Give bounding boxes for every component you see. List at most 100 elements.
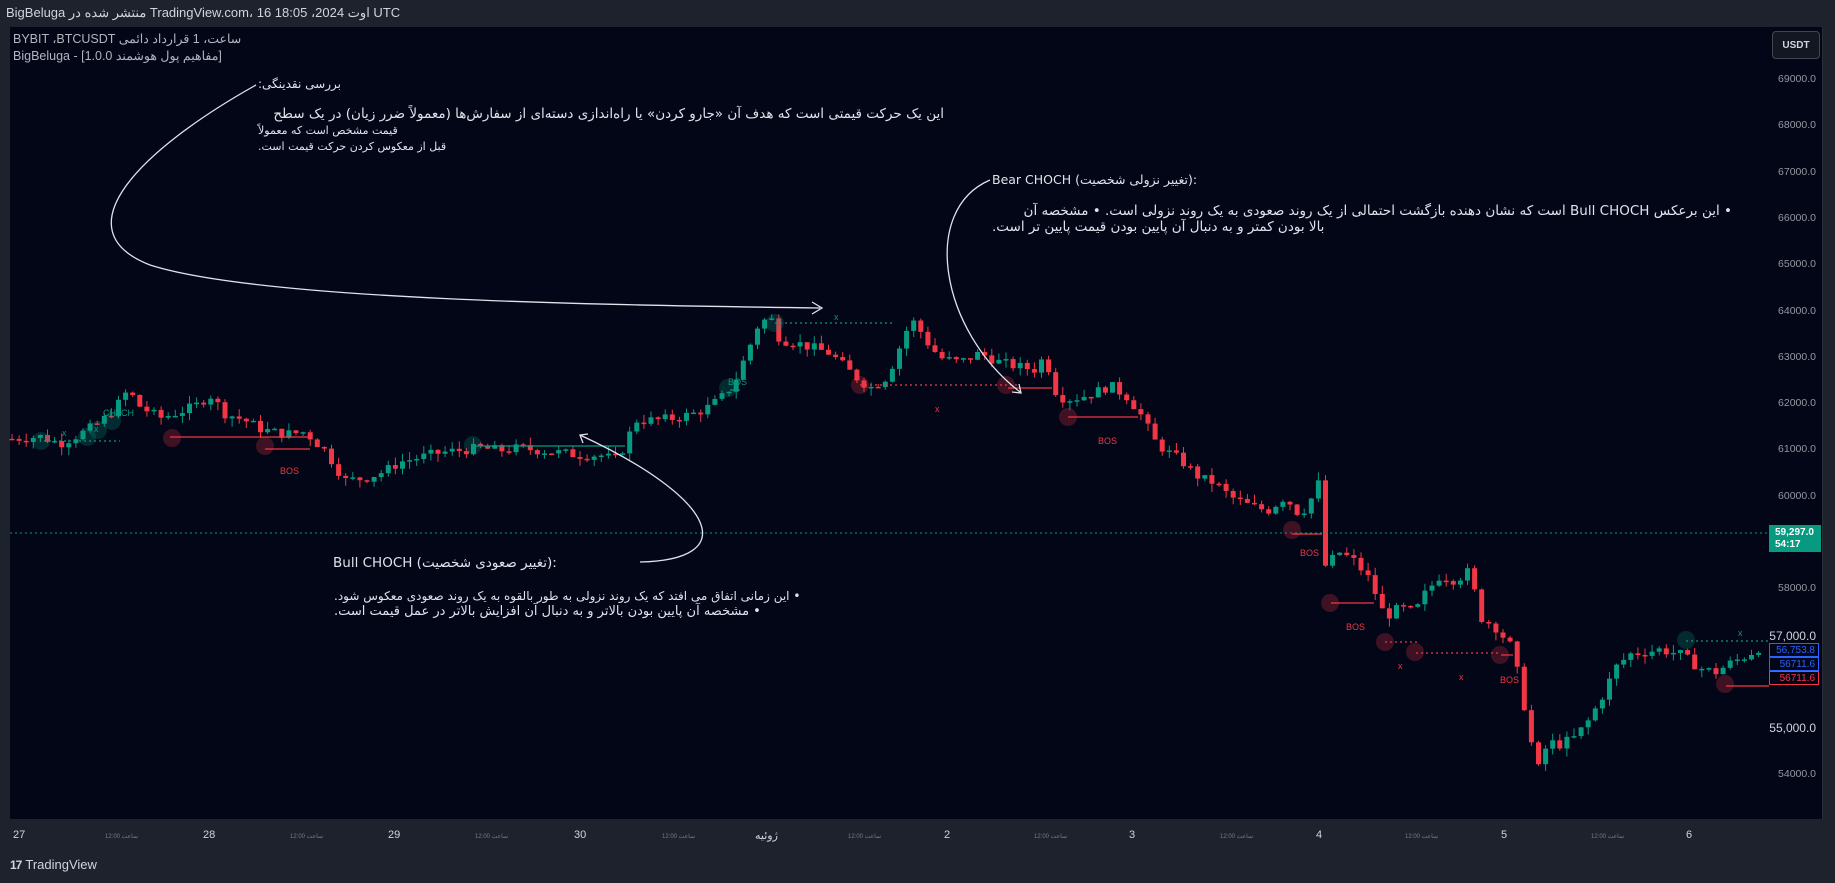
candle-body bbox=[591, 456, 597, 460]
candle-body bbox=[1443, 580, 1449, 583]
candle-body bbox=[826, 349, 831, 355]
candle-body bbox=[101, 415, 107, 424]
candle-body bbox=[946, 357, 952, 359]
candle-body bbox=[932, 345, 938, 353]
candle-body bbox=[1053, 372, 1059, 396]
price-tick: 63000.0 bbox=[1778, 350, 1816, 363]
structure-label: BOS bbox=[1098, 436, 1118, 446]
price-tick: 55,000.0 bbox=[1769, 721, 1816, 736]
last-price-badge: 59,297.0 54:17 bbox=[1769, 525, 1821, 552]
candle-body bbox=[364, 480, 370, 482]
candle-body bbox=[378, 473, 384, 478]
price-tick: 68000.0 bbox=[1778, 119, 1816, 132]
candle-body bbox=[1102, 387, 1108, 393]
swing-point-circle bbox=[1283, 521, 1301, 539]
candle-body bbox=[1081, 396, 1087, 401]
candle-body bbox=[392, 465, 398, 469]
candle-body bbox=[968, 358, 973, 360]
structure-label: BOS bbox=[1300, 548, 1320, 558]
candle-body bbox=[222, 402, 228, 419]
candle-body bbox=[627, 431, 633, 454]
swing-point-circle bbox=[1321, 594, 1339, 612]
candle-body bbox=[1308, 498, 1314, 514]
price-tick: 66000.0 bbox=[1778, 211, 1816, 224]
time-tick: 4 bbox=[1316, 829, 1323, 841]
candle-body bbox=[776, 318, 782, 342]
time-tick: ژوئیه bbox=[755, 830, 778, 842]
swing-point-circle bbox=[163, 429, 181, 447]
candle-body bbox=[1507, 637, 1513, 642]
candle-body bbox=[158, 409, 164, 418]
candle-body bbox=[1117, 382, 1123, 395]
candle-body bbox=[1138, 409, 1144, 415]
swing-point-circle bbox=[1376, 633, 1394, 651]
candle-body bbox=[1656, 648, 1662, 652]
candle-body bbox=[804, 342, 810, 350]
candle-body bbox=[634, 422, 640, 432]
candle-body bbox=[1145, 414, 1151, 424]
candle-body bbox=[527, 445, 533, 451]
candle-body bbox=[336, 464, 342, 476]
candle-body bbox=[151, 409, 157, 412]
candle-body bbox=[478, 443, 484, 447]
candle-body bbox=[563, 449, 569, 451]
candle-body bbox=[300, 432, 306, 434]
last-price-value: 59,297.0 bbox=[1775, 527, 1814, 538]
time-tick: ساعت 12:00 bbox=[1034, 834, 1068, 840]
candle-body bbox=[1365, 570, 1371, 576]
candle-body bbox=[605, 453, 611, 456]
candle-body bbox=[194, 402, 200, 405]
bear-choch-title: Bear CHOCH (تغییر نزولی شخصیت): bbox=[992, 172, 1198, 187]
time-tick: 3 bbox=[1129, 829, 1136, 841]
candle-body bbox=[1379, 593, 1385, 609]
candle-body bbox=[357, 477, 363, 481]
candle-body bbox=[307, 432, 313, 440]
blue-price-tag-1: 56,753.8 bbox=[1769, 643, 1819, 657]
price-tick: 57,000.0 bbox=[1769, 628, 1816, 643]
structure-label: x bbox=[94, 424, 99, 434]
candle-body bbox=[215, 398, 221, 403]
candle-body bbox=[265, 429, 271, 433]
candle-body bbox=[1337, 552, 1343, 555]
candle-body bbox=[783, 341, 789, 346]
candle-body bbox=[1734, 659, 1740, 662]
candle-body bbox=[1493, 623, 1499, 633]
candle-body bbox=[37, 435, 43, 438]
candle-body bbox=[9, 438, 15, 441]
swing-point-circle bbox=[89, 421, 107, 439]
currency-button[interactable]: USDT bbox=[1772, 31, 1820, 59]
candle-body bbox=[648, 417, 654, 424]
candle-body bbox=[172, 415, 178, 418]
symbol-title[interactable]: BYBIT ،BTCUSDT ساعت، 1 قرارداد دائمی bbox=[13, 32, 242, 46]
candle-body bbox=[534, 450, 540, 455]
price-tick: 67000.0 bbox=[1778, 165, 1816, 178]
candle-body bbox=[790, 345, 796, 348]
candle-body bbox=[925, 331, 931, 346]
chart-panel[interactable] bbox=[10, 27, 1823, 819]
red-price-tag: 56711.6 bbox=[1769, 671, 1819, 685]
candle-body bbox=[1039, 359, 1044, 373]
candle-body bbox=[833, 354, 839, 358]
bull-choch-line2: • مشخصه آن پایین بودن بالاتر و به دنبال … bbox=[334, 604, 761, 619]
candle-body bbox=[1635, 653, 1641, 656]
candle-body bbox=[87, 423, 93, 431]
tradingview-logo[interactable]: 17 TradingView bbox=[10, 857, 97, 872]
structure-label: BOS bbox=[280, 466, 300, 476]
candle-body bbox=[1429, 585, 1435, 591]
price-axis[interactable]: 69000.0 68000.0 67000.0 66000.0 65000.0 64000… bbox=[1740, 27, 1822, 819]
candle-body bbox=[1173, 450, 1179, 453]
price-tick: 64000.0 bbox=[1778, 304, 1816, 317]
indicator-title[interactable]: BigBeluga - [مفاهیم پول هوشمند 1.0.0] bbox=[13, 49, 222, 63]
candle-body bbox=[179, 413, 185, 416]
candle-body bbox=[1131, 400, 1137, 410]
swing-point-circle bbox=[103, 412, 121, 430]
candle-body bbox=[1046, 359, 1052, 373]
candle-body bbox=[1607, 678, 1612, 700]
candle-body bbox=[818, 343, 824, 350]
candle-body bbox=[1408, 606, 1414, 608]
candle-body bbox=[570, 449, 576, 458]
structure-label: x bbox=[1459, 672, 1464, 682]
candle-body bbox=[1685, 650, 1691, 655]
candle-body bbox=[889, 368, 895, 382]
